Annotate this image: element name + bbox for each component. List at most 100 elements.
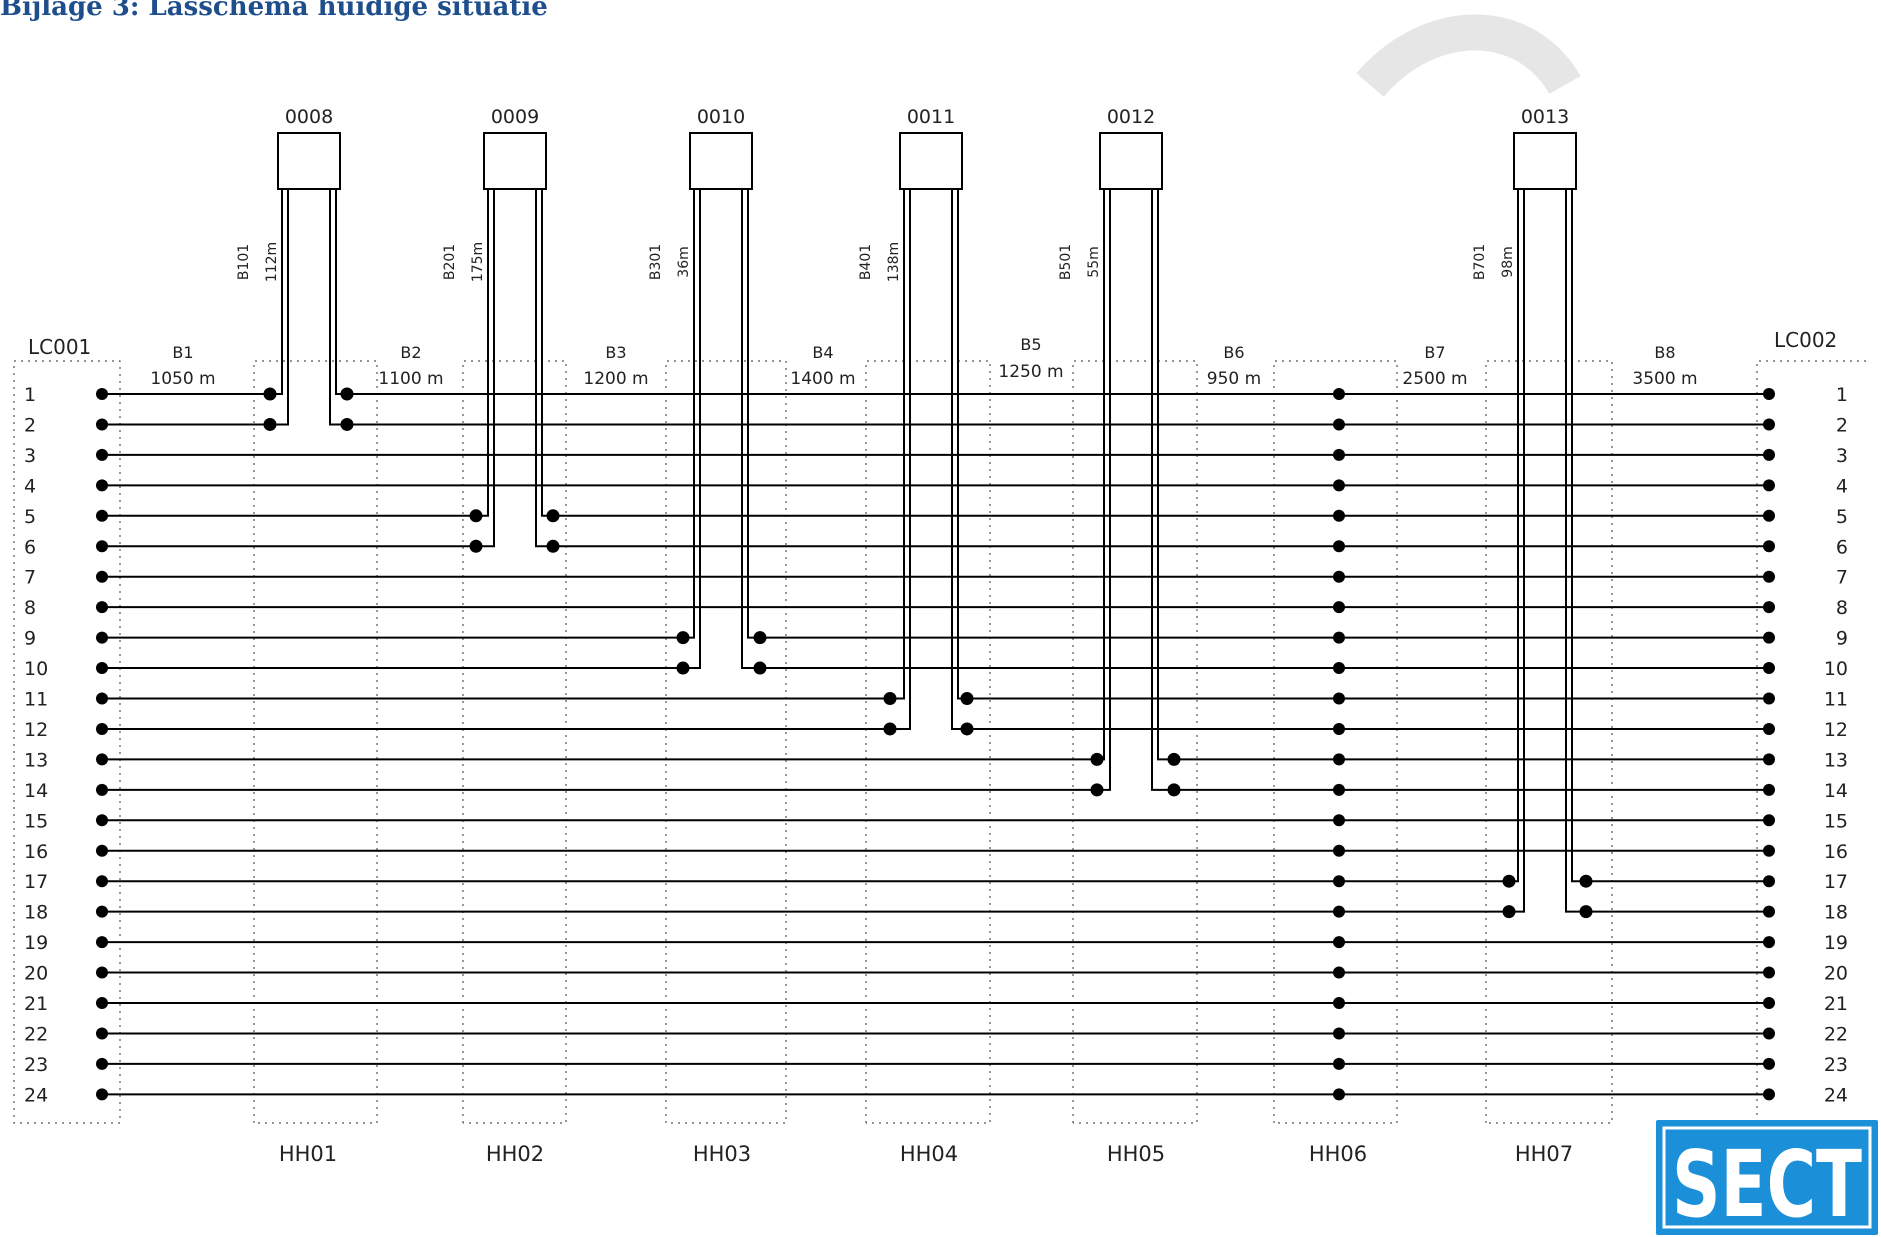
terminal-box-0011 <box>899 132 963 190</box>
drop-cable-length-B101: 112m <box>264 242 280 282</box>
fiber-number-left-24: 24 <box>24 1084 48 1106</box>
drop-cable-0010-east-outer <box>747 189 760 639</box>
splice-dot-lc001-1 <box>96 388 108 400</box>
terminal-id-0008: 0008 <box>285 106 333 128</box>
segment-length-B3: 1200 m <box>583 369 648 389</box>
splice-dot-0011-12-east <box>960 722 974 736</box>
drop-cable-0009-west-outer <box>476 189 489 517</box>
splice-dot-lc001-23 <box>96 1057 108 1070</box>
splice-dot-hh06-19 <box>1333 936 1345 949</box>
splice-dot-hh06-5 <box>1333 509 1345 522</box>
fiber-number-left-11: 11 <box>24 689 48 711</box>
splice-dot-hh06-7 <box>1333 570 1345 583</box>
fiber-number-left-23: 23 <box>24 1054 48 1076</box>
splice-dot-0009-5-east <box>546 509 560 523</box>
fiber-number-right-8: 8 <box>1836 597 1848 619</box>
splice-dot-hh06-16 <box>1333 844 1345 857</box>
splice-dot-lc002-1 <box>1763 388 1775 400</box>
splice-dot-0009-6-east <box>546 539 560 553</box>
fiber-number-left-18: 18 <box>24 902 48 924</box>
splice-dot-hh06-20 <box>1333 966 1345 979</box>
fiber-number-left-15: 15 <box>24 810 48 832</box>
splice-dot-0012-13-east <box>1167 752 1181 766</box>
splice-dot-lc001-11 <box>96 692 108 705</box>
fiber-number-right-11: 11 <box>1824 689 1848 711</box>
splice-dot-lc001-18 <box>96 905 108 918</box>
splice-dot-lc001-20 <box>96 966 108 979</box>
handhole-label-HH05: HH05 <box>1107 1142 1165 1166</box>
splice-dot-lc002-9 <box>1763 631 1775 644</box>
terminal-id-0013: 0013 <box>1521 106 1569 128</box>
lc001-label: LC001 <box>28 335 91 359</box>
splice-dot-lc002-5 <box>1763 509 1775 522</box>
splice-dot-hh06-14 <box>1333 783 1345 796</box>
drop-cable-0011-west-inner <box>890 189 911 730</box>
splice-dot-lc001-10 <box>96 662 108 675</box>
splice-dot-0011-11-east <box>960 692 974 705</box>
terminal-box-0008 <box>277 132 341 190</box>
lc002-label: LC002 <box>1774 328 1837 352</box>
fiber-number-left-6: 6 <box>24 536 36 558</box>
splice-dot-hh06-17 <box>1333 875 1345 888</box>
splice-dot-hh06-22 <box>1333 1027 1345 1040</box>
terminal-boxes <box>277 132 1577 190</box>
svg-text:SECT: SECT <box>1672 1131 1862 1235</box>
fiber-number-right-3: 3 <box>1836 445 1848 467</box>
fiber-number-right-22: 22 <box>1824 1023 1848 1045</box>
splice-dot-hh06-15 <box>1333 814 1345 827</box>
splice-dot-0013-17-east <box>1579 874 1593 888</box>
fiber-number-right-18: 18 <box>1824 902 1848 924</box>
drop-cable-0010-east-inner <box>741 189 760 670</box>
segment-name-B7: B7 <box>1424 343 1445 362</box>
segment-length-B2: 1100 m <box>378 369 443 389</box>
fiber-number-left-16: 16 <box>24 841 48 863</box>
handhole-label-HH03: HH03 <box>693 1142 751 1166</box>
splice-dot-0010-10-west <box>676 661 690 675</box>
handhole-label-HH04: HH04 <box>900 1142 958 1166</box>
segment-length-B5: 1250 m <box>998 362 1063 382</box>
splice-dot-hh06-11 <box>1333 692 1345 705</box>
fiber-number-left-20: 20 <box>24 963 48 985</box>
splice-dot-0013-18-west <box>1502 905 1516 919</box>
fiber-number-right-10: 10 <box>1824 658 1848 680</box>
drop-cable-0009-east-inner <box>535 189 553 548</box>
splice-dots <box>96 387 1775 1101</box>
terminal-box-0012 <box>1099 132 1163 190</box>
splice-dot-0013-17-west <box>1502 874 1516 888</box>
segment-name-B1: B1 <box>172 343 193 362</box>
splice-dot-hh06-3 <box>1333 448 1345 461</box>
drop-cable-length-B201: 175m <box>470 242 486 282</box>
drop-cable-0013-east-outer <box>1571 189 1586 883</box>
splice-dot-0012-14-west <box>1090 783 1104 797</box>
fiber-number-left-19: 19 <box>24 932 48 954</box>
splice-dot-hh06-4 <box>1333 479 1345 492</box>
handhole-label-HH01: HH01 <box>279 1142 337 1166</box>
splice-dot-hh06-8 <box>1333 601 1345 614</box>
splice-dot-lc001-17 <box>96 875 108 888</box>
splice-dot-lc002-3 <box>1763 448 1775 461</box>
splice-dot-lc002-8 <box>1763 601 1775 614</box>
splice-dot-lc001-2 <box>96 418 108 431</box>
drop-cables <box>270 189 1586 913</box>
drop-cable-length-B501: 55m <box>1086 246 1102 277</box>
splice-dot-0010-10-east <box>753 661 767 675</box>
splice-dot-lc001-19 <box>96 936 108 949</box>
splice-dot-0008-2-west <box>263 417 277 431</box>
fiber-number-left-1: 1 <box>24 384 36 406</box>
terminal-id-0012: 0012 <box>1107 106 1155 128</box>
fiber-number-right-6: 6 <box>1836 536 1848 558</box>
fiber-number-right-14: 14 <box>1824 780 1848 802</box>
splice-dot-lc002-4 <box>1763 479 1775 492</box>
splice-dot-lc001-3 <box>96 448 108 461</box>
drop-cable-0011-east-inner <box>951 189 967 730</box>
terminal-id-0010: 0010 <box>697 106 745 128</box>
fiber-number-right-5: 5 <box>1836 506 1848 528</box>
splice-dot-lc001-7 <box>96 570 108 583</box>
splice-dot-lc002-14 <box>1763 783 1775 796</box>
segment-name-B5: B5 <box>1020 335 1041 354</box>
drop-cable-name-B201: B201 <box>442 244 458 280</box>
handhole-boundary-4 <box>865 360 991 1124</box>
handhole-boundaries <box>13 360 1866 1124</box>
diagram-labels: 0008 B101 112m 0009 B201 175m 0010 B301 36m 0011 B… <box>24 106 1848 1166</box>
splice-dot-0008-1-east <box>340 387 354 401</box>
